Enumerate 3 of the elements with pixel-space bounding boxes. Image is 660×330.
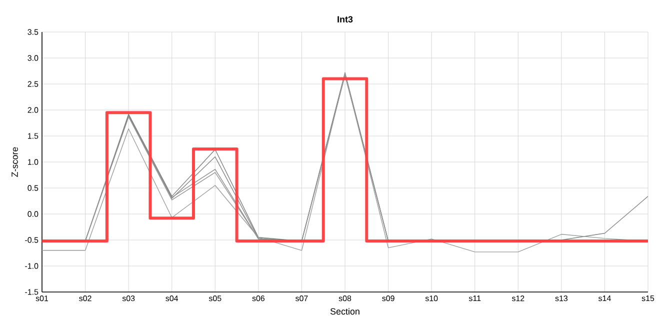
x-axis-title: Section: [330, 308, 360, 315]
chart-title: Int3: [338, 16, 353, 22]
y-axis-title: Z-score: [12, 147, 18, 177]
